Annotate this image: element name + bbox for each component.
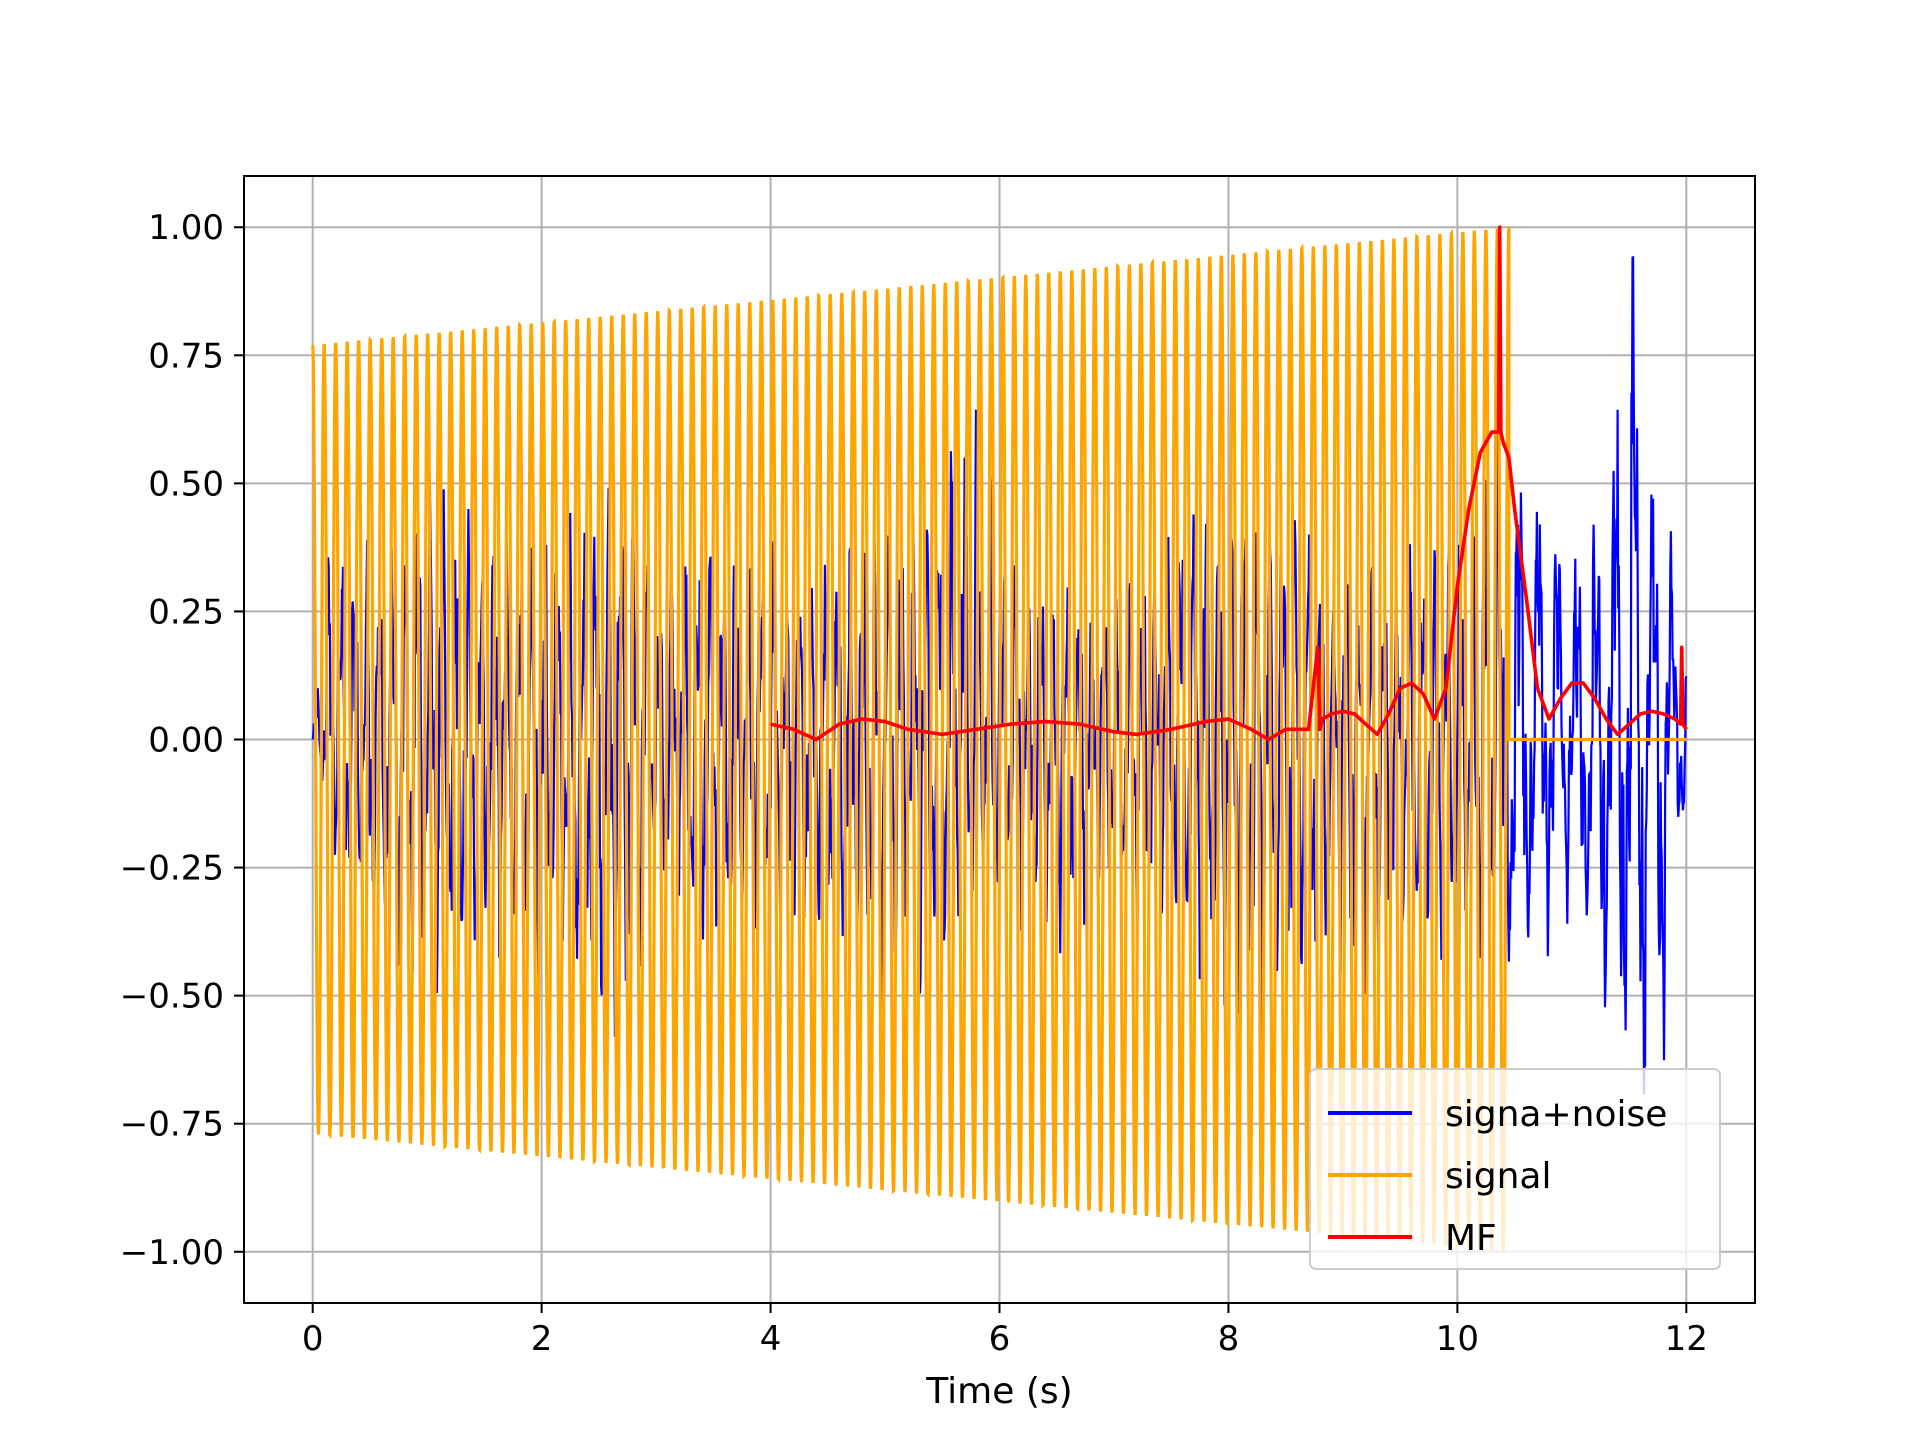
- y-tick-label: −0.50: [120, 977, 224, 1017]
- series-layer: [311, 225, 1688, 1254]
- x-tick-label: 8: [1218, 1319, 1240, 1359]
- legend-box: [1309, 1068, 1721, 1270]
- y-tick-label: −0.25: [120, 849, 224, 889]
- y-tick-label: −0.75: [120, 1105, 224, 1145]
- y-tick-label: 1.00: [148, 208, 224, 248]
- y-tick-label: 0.75: [148, 336, 224, 376]
- legend-entry-label: MF: [1445, 1218, 1497, 1259]
- y-tick-label: 0.25: [148, 592, 224, 632]
- x-tick-label: 6: [989, 1319, 1011, 1359]
- series-line-signal: [311, 227, 1687, 1254]
- x-axis-ticks: 0 2 4 6 8 10 12: [302, 1303, 1708, 1359]
- legend-entry-label: signa+noise: [1445, 1094, 1667, 1135]
- series-line-mf: [770, 225, 1688, 742]
- x-tick-label: 12: [1665, 1319, 1708, 1359]
- x-tick-label: 4: [760, 1319, 782, 1359]
- y-tick-label: −1.00: [120, 1233, 224, 1273]
- x-axis-label: Time (s): [925, 1371, 1072, 1412]
- x-tick-label: 0: [302, 1319, 324, 1359]
- y-tick-label: 0.00: [148, 721, 224, 761]
- x-tick-label: 2: [531, 1319, 553, 1359]
- legend: signa+noise signal MF: [1309, 1068, 1721, 1270]
- y-tick-label: 0.50: [148, 464, 224, 504]
- x-tick-label: 10: [1436, 1319, 1479, 1359]
- y-axis-ticks: 1.00 0.75 0.50 0.25 0.00 −0.25 −0.50 −0.75 −1.00: [120, 208, 244, 1273]
- legend-entry-label: signal: [1445, 1156, 1552, 1197]
